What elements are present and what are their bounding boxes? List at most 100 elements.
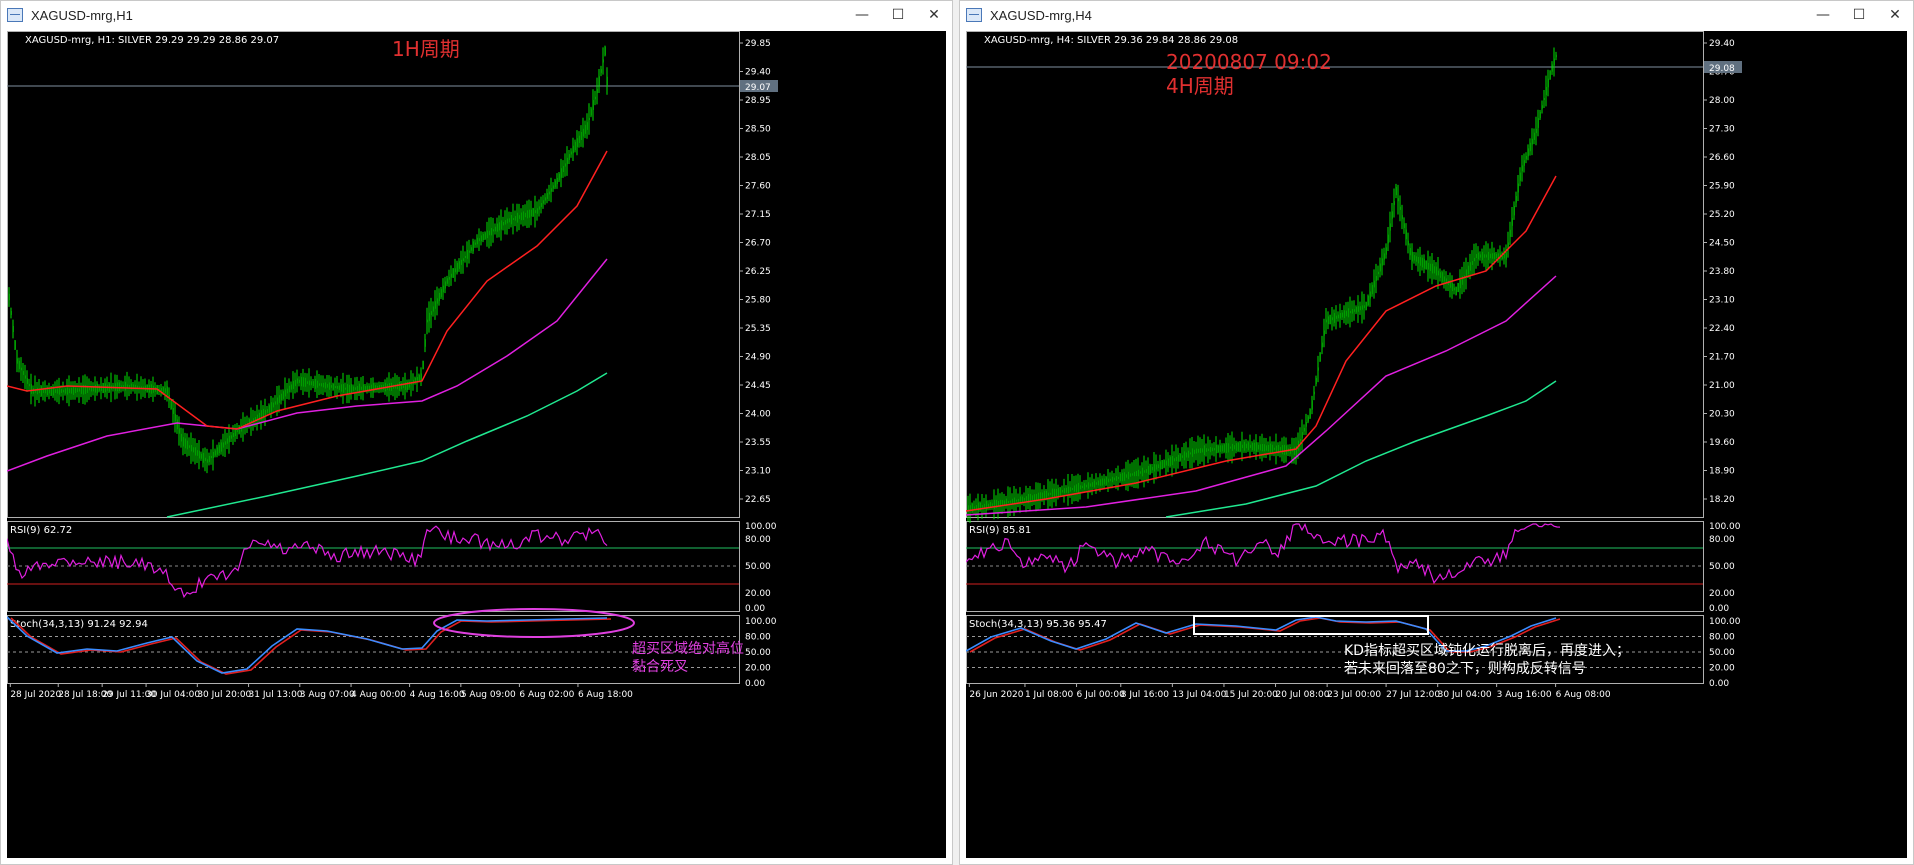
candle-body xyxy=(1461,276,1463,285)
candle-body xyxy=(1227,443,1229,453)
candle-body xyxy=(292,381,294,389)
candle-body xyxy=(1137,469,1139,477)
candle-body xyxy=(568,154,570,160)
price-chart-h1[interactable]: XAGUSD-mrg, H1: SILVER 29.29 29.29 28.86… xyxy=(7,31,948,860)
candle-body xyxy=(594,96,596,100)
candle-body xyxy=(1015,499,1017,502)
candle-body xyxy=(1067,486,1069,494)
candle-body xyxy=(1487,251,1489,261)
price-tick-label: 29.40 xyxy=(745,68,771,78)
candle-body xyxy=(574,141,576,151)
candle-body xyxy=(1505,252,1507,260)
title-bar[interactable]: XAGUSD-mrg,H4 — ☐ ✕ xyxy=(960,1,1913,29)
candle-body xyxy=(34,389,36,393)
stoch-tick-label: 20.00 xyxy=(745,664,771,674)
candle-body xyxy=(1477,252,1479,260)
candle-body xyxy=(1255,442,1257,452)
candle-body xyxy=(582,128,584,137)
candle-body xyxy=(542,200,544,204)
candle-body xyxy=(530,209,532,217)
candle-body xyxy=(1061,489,1063,493)
candle-body xyxy=(1005,498,1007,507)
candle-body xyxy=(128,385,130,388)
price-chart-h4[interactable]: XAGUSD-mrg, H4: SILVER 29.36 29.84 28.86… xyxy=(966,31,1909,860)
maximize-button[interactable]: ☐ xyxy=(1852,7,1866,23)
candle-body xyxy=(1029,493,1031,503)
candle-body xyxy=(1301,432,1303,438)
candle-body xyxy=(422,360,424,370)
candle-body xyxy=(194,447,196,456)
candle-body xyxy=(516,212,518,223)
candle-body xyxy=(556,177,558,185)
candle-body xyxy=(1011,498,1013,504)
stoch-tick-label: 20.00 xyxy=(1709,664,1735,674)
minimize-button[interactable]: — xyxy=(1816,7,1830,23)
candle-body xyxy=(1139,471,1141,474)
candle-body xyxy=(326,383,328,388)
chart-window-h1[interactable]: XAGUSD-mrg,H1 — ☐ ✕ XAGUSD-mrg, H1: SILV… xyxy=(0,0,953,865)
candle-body xyxy=(1521,165,1523,172)
candle-body xyxy=(336,386,338,389)
candle-body xyxy=(1323,330,1325,336)
candle-body xyxy=(1433,266,1435,274)
time-tick-label: 6 Aug 08:00 xyxy=(1556,690,1611,700)
candle-body xyxy=(164,388,166,394)
chart-canvas[interactable]: XAGUSD-mrg, H1: SILVER 29.29 29.29 28.86… xyxy=(7,31,946,858)
candle-body xyxy=(1111,476,1113,483)
candle-body xyxy=(1325,319,1327,323)
candle-body xyxy=(558,173,560,181)
candle-body xyxy=(552,185,554,189)
candle-body xyxy=(1243,441,1245,451)
candle-body xyxy=(1213,448,1215,451)
minimize-button[interactable]: — xyxy=(855,7,869,23)
chart-window-h4[interactable]: XAGUSD-mrg,H4 — ☐ ✕ XAGUSD-mrg, H4: SILV… xyxy=(959,0,1914,865)
candle-body xyxy=(1407,240,1409,246)
candle-body xyxy=(1339,313,1341,319)
candle-body xyxy=(1277,445,1279,454)
candle-body xyxy=(494,226,496,232)
stoch-tick-label: 80.00 xyxy=(1709,633,1735,643)
candle-body xyxy=(76,388,78,393)
rsi-tick-label: 0.00 xyxy=(745,604,765,614)
candle-body xyxy=(1543,97,1545,101)
candle-body xyxy=(184,438,186,449)
candle-body xyxy=(36,387,38,395)
candle-body xyxy=(18,360,20,370)
candle-body xyxy=(86,385,88,393)
close-button[interactable]: ✕ xyxy=(1889,7,1901,23)
candle-body xyxy=(538,206,540,210)
candle-body xyxy=(204,457,206,462)
candle-body xyxy=(1503,253,1505,259)
candle-body xyxy=(1525,155,1527,160)
time-tick-label: 1 Jul 08:00 xyxy=(1025,690,1074,700)
candle-body xyxy=(1395,186,1397,196)
rsi-tick-label: 0.00 xyxy=(1709,604,1729,614)
candle-body xyxy=(1355,306,1357,313)
rsi-tick-label: 20.00 xyxy=(1709,589,1735,599)
candle-body xyxy=(126,384,128,388)
candle-body xyxy=(1293,446,1295,455)
candle-body xyxy=(1351,308,1353,314)
candle-body xyxy=(1025,496,1027,502)
candle-body xyxy=(1245,443,1247,449)
candle-body xyxy=(544,197,546,201)
candle-body xyxy=(254,417,256,421)
candle-body xyxy=(971,503,973,513)
candle-body xyxy=(1047,492,1049,496)
price-tick-label: 23.10 xyxy=(745,467,771,477)
stoch-label: Stoch(34,3,13) 91.24 92.94 xyxy=(10,619,148,630)
chart-canvas[interactable]: XAGUSD-mrg, H4: SILVER 29.36 29.84 28.86… xyxy=(966,31,1907,858)
candle-body xyxy=(94,384,96,393)
candle-body xyxy=(1039,492,1041,500)
candle-body xyxy=(1415,256,1417,262)
stoch-tick-label: 50.00 xyxy=(1709,648,1735,658)
candle-body xyxy=(1381,258,1383,266)
candle-body xyxy=(400,383,402,390)
close-button[interactable]: ✕ xyxy=(928,7,940,23)
maximize-button[interactable]: ☐ xyxy=(891,7,905,23)
title-bar[interactable]: XAGUSD-mrg,H1 — ☐ ✕ xyxy=(1,1,952,29)
candle-body xyxy=(238,425,240,434)
candle-body xyxy=(408,381,410,388)
candle-body xyxy=(1421,257,1423,268)
price-tick-label: 23.55 xyxy=(745,438,771,448)
